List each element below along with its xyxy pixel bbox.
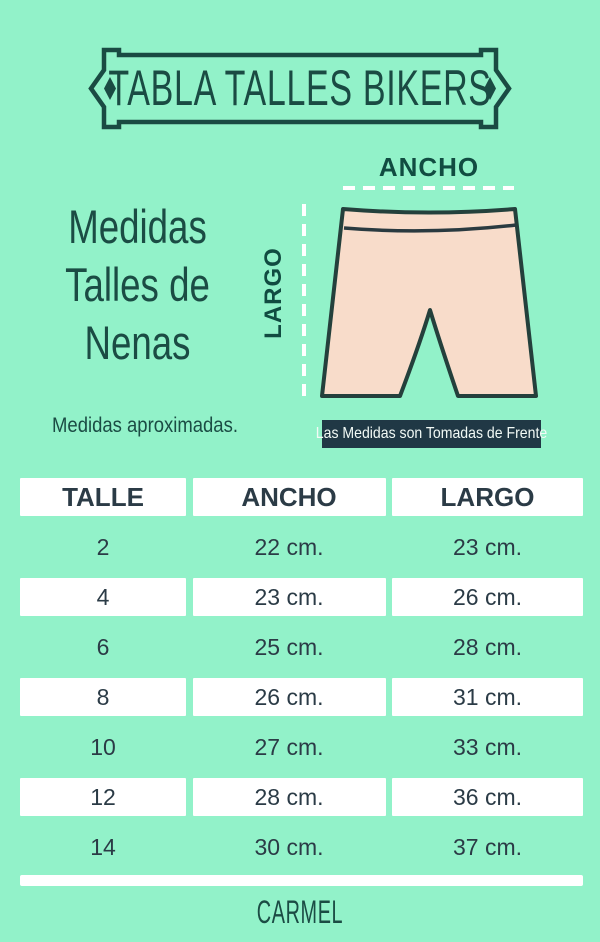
talle-value: 2 — [96, 533, 110, 560]
section-heading: Medidas Talles de Nenas — [50, 198, 226, 372]
table-row-size-4: 4 23 cm. 26 cm. — [20, 572, 583, 622]
talle-value: 4 — [20, 578, 186, 616]
talle-value: 8 — [20, 678, 186, 716]
width-dimension-label: ANCHO — [378, 152, 480, 182]
length-dimension-label: LARGO — [260, 247, 287, 339]
ancho-value: 27 cm. — [254, 733, 324, 760]
talle-value: 10 — [90, 733, 116, 760]
page-title: TABLA TALLES BIKERS — [108, 60, 492, 116]
ancho-value: 28 cm. — [192, 778, 386, 816]
largo-value: 28 cm. — [452, 633, 523, 660]
left-diamond-icon — [104, 77, 116, 100]
length-dashed-guide — [302, 204, 306, 400]
heading-line-3: Nenas — [84, 316, 191, 369]
ancho-value: 26 cm. — [192, 678, 386, 716]
col-header-largo: LARGO — [392, 478, 583, 516]
ancho-value: 22 cm. — [254, 533, 324, 560]
biker-shorts-illustration — [320, 207, 538, 398]
measurement-note-badge: Las Medidas son Tomadas de Frente — [316, 420, 547, 448]
heading-line-2: Talles de — [65, 258, 210, 311]
ancho-value: 25 cm. — [254, 633, 324, 660]
largo-value: 26 cm. — [392, 578, 583, 616]
talle-value: 6 — [96, 633, 110, 660]
banner-border-ornament — [88, 47, 512, 130]
largo-value: 33 cm. — [452, 733, 523, 760]
table-header-row: TALLE ANCHO LARGO — [20, 472, 583, 522]
table-row-size-14: 14 30 cm. 37 cm. — [20, 822, 583, 872]
waistband-line — [343, 223, 517, 233]
width-dashed-guide — [343, 186, 514, 190]
right-diamond-icon — [484, 77, 496, 100]
table-row-size-6: 6 25 cm. 28 cm. — [20, 622, 583, 672]
largo-value: 37 cm. — [452, 833, 523, 860]
footer-divider — [20, 875, 583, 886]
measurement-note-text: Las Medidas son Tomadas de Frente — [315, 425, 548, 442]
table-row-size-10: 10 27 cm. 33 cm. — [20, 722, 583, 772]
largo-value: 23 cm. — [452, 533, 523, 560]
ancho-value: 30 cm. — [254, 833, 324, 860]
ancho-value: 23 cm. — [192, 578, 386, 616]
title-banner: TABLA TALLES BIKERS — [88, 42, 512, 134]
table-row-size-2: 2 22 cm. 23 cm. — [20, 522, 583, 572]
table-row-size-8: 8 26 cm. 31 cm. — [20, 672, 583, 722]
table-row-size-12: 12 28 cm. 36 cm. — [20, 772, 583, 822]
col-header-talle: TALLE — [20, 478, 186, 516]
col-header-ancho: ANCHO — [192, 478, 386, 516]
talle-value: 12 — [20, 778, 186, 816]
heading-line-1: Medidas — [68, 200, 207, 253]
approx-note: Medidas aproximadas. — [52, 414, 238, 437]
brand-logo: CARMEL — [256, 894, 344, 930]
largo-value: 36 cm. — [392, 778, 583, 816]
largo-value: 31 cm. — [392, 678, 583, 716]
size-table: TALLE ANCHO LARGO 2 22 cm. 23 cm. 4 23 c… — [20, 472, 583, 872]
talle-value: 14 — [90, 833, 116, 860]
